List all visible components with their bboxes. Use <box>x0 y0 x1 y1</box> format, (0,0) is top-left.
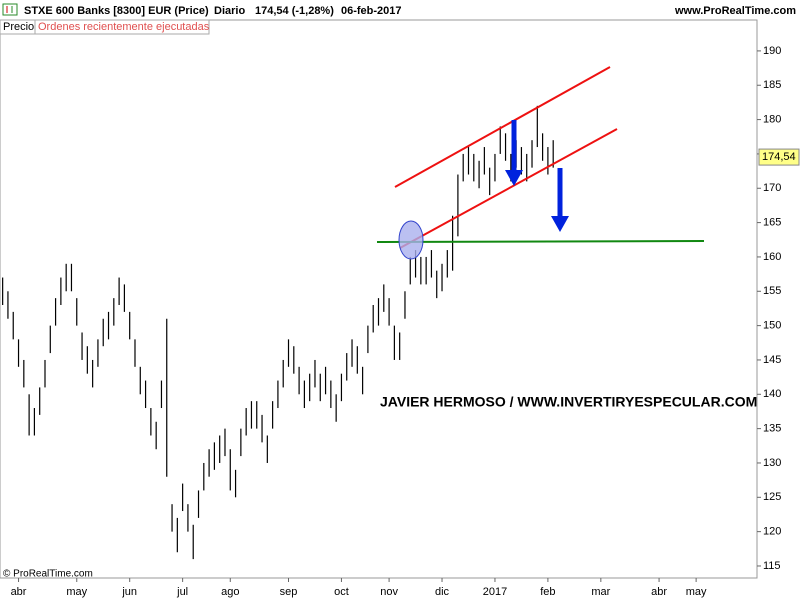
x-tick-label: mar <box>591 586 610 598</box>
last-price-box <box>758 148 800 166</box>
y-tick-label: 170 <box>763 182 781 194</box>
x-tick-label: may <box>66 586 87 598</box>
x-tick-label: ago <box>221 586 239 598</box>
x-tick-label: oct <box>334 586 349 598</box>
last-price-label: 174,54 <box>762 151 796 163</box>
y-tick-label: 155 <box>763 285 781 297</box>
y-tick-label: 150 <box>763 320 781 332</box>
x-tick-label: nov <box>380 586 398 598</box>
y-tick-label: 180 <box>763 113 781 125</box>
y-tick-label: 115 <box>763 560 781 572</box>
x-tick-label: 2017 <box>483 586 507 598</box>
site: www.ProRealTime.com <box>674 5 796 17</box>
panel-label: Precio <box>3 21 34 33</box>
y-tick-label: 130 <box>763 457 781 469</box>
y-tick-label: 165 <box>763 217 781 229</box>
breakout-marker <box>398 220 424 260</box>
x-tick-label: jul <box>176 586 188 598</box>
y-tick-label: 145 <box>763 354 781 366</box>
y-tick-label: 160 <box>763 251 781 263</box>
x-tick-label: sep <box>280 586 298 598</box>
period: Diario <box>214 5 245 17</box>
copyright: © ProRealTime.com <box>3 569 93 580</box>
last-change: 174,54 (-1,28%) <box>255 5 334 17</box>
y-tick-label: 190 <box>763 45 781 57</box>
app-icon <box>2 3 18 16</box>
annotation: JAVIER HERMOSO / WWW.INVERTIRYESPECULAR.… <box>380 394 757 410</box>
orders-label[interactable]: Ordenes recientemente ejecutadas <box>38 21 210 33</box>
channel-lower <box>399 128 618 249</box>
y-tick-label: 185 <box>763 79 781 91</box>
plot-frame <box>0 19 758 579</box>
arrow-head <box>505 170 523 186</box>
y-tick-label: 135 <box>763 423 781 435</box>
channel-upper <box>394 66 611 188</box>
support-line <box>376 240 705 243</box>
y-tick-label: 120 <box>763 526 781 538</box>
x-tick-label: abr <box>11 586 27 598</box>
arrow-head <box>551 216 569 232</box>
y-tick-label: 140 <box>763 388 781 400</box>
orders-box[interactable] <box>34 19 210 35</box>
bars <box>2 105 554 560</box>
x-tick-label: may <box>686 586 707 598</box>
x-tick-label: dic <box>435 586 450 598</box>
x-tick-label: feb <box>540 586 555 598</box>
x-tick-label: abr <box>651 586 667 598</box>
x-tick-label: jun <box>121 586 137 598</box>
chart-title: STXE 600 Banks [8300] EUR (Price) <box>24 5 209 17</box>
date: 06-feb-2017 <box>341 5 402 17</box>
y-tick-label: 125 <box>763 491 781 503</box>
